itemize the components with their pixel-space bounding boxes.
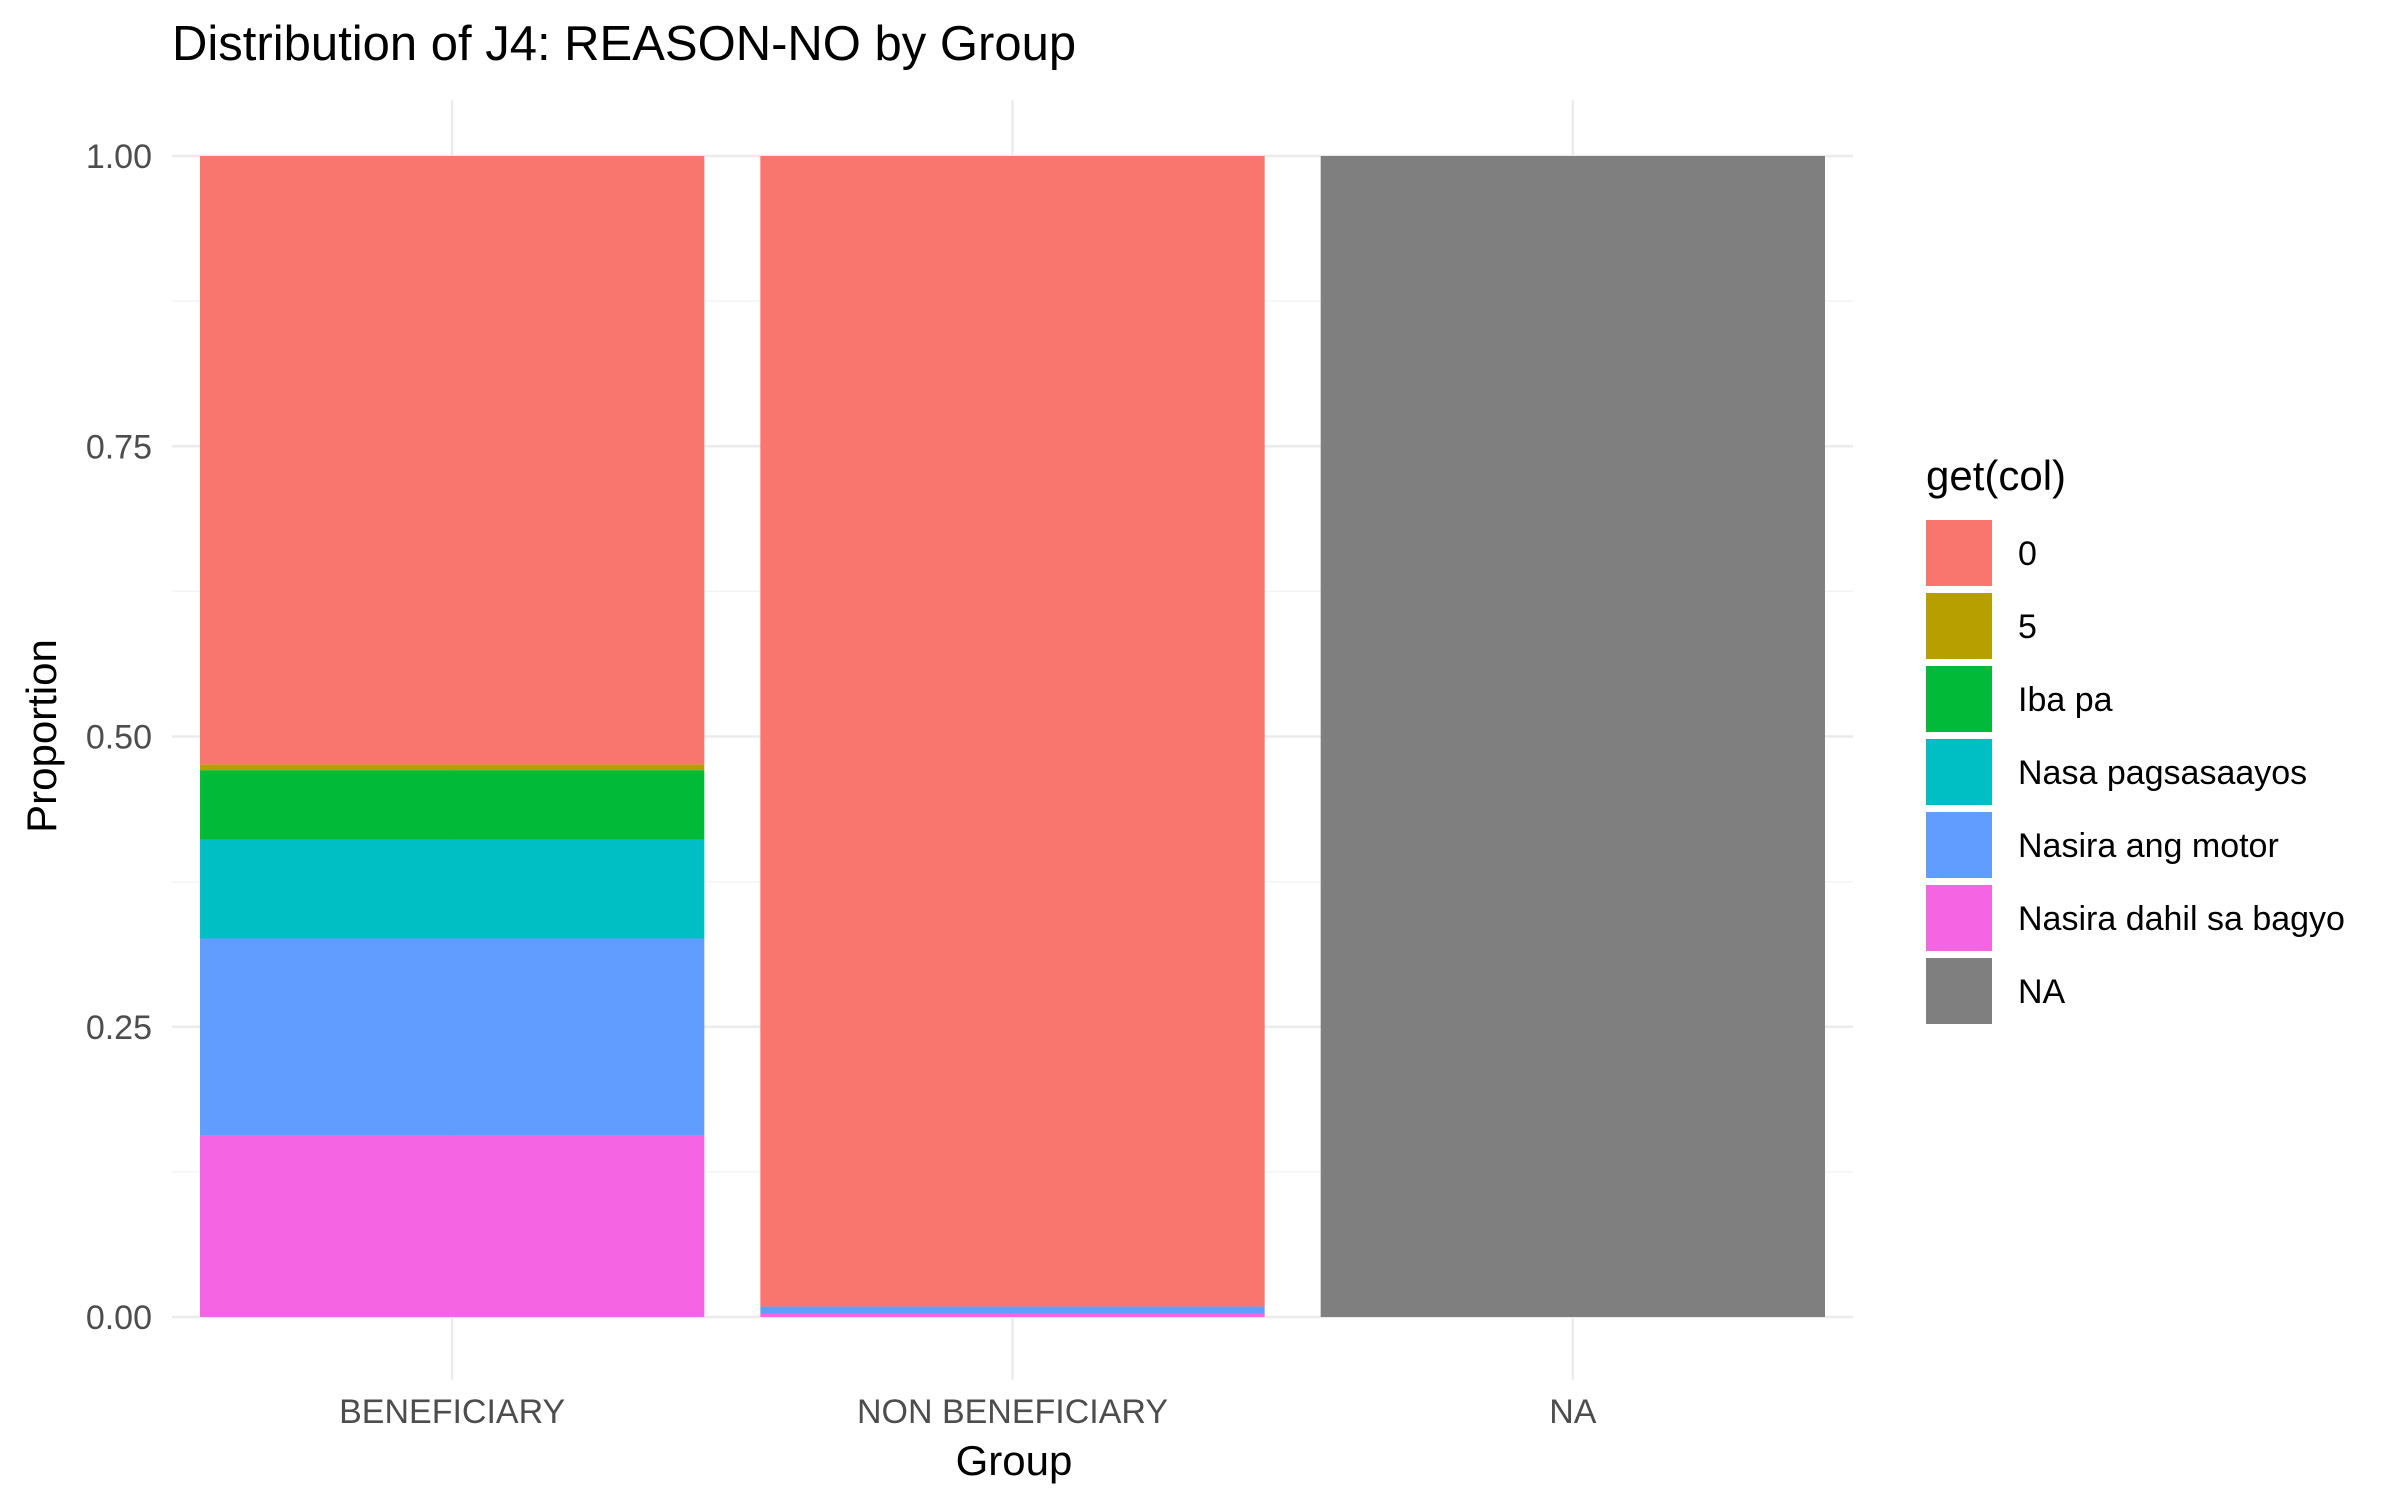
bar-segment [200, 156, 705, 765]
x-tick-label: NA [1549, 1393, 1597, 1431]
legend-label: NA [2018, 973, 2066, 1011]
legend-items: 0 5 Iba pa Nasa pagsasaayos Nasira ang motor… [1926, 520, 2345, 1024]
x-axis-ticks: BENEFICIARY NON BENEFICIARY NA [339, 1393, 1597, 1431]
bar-segment [200, 1135, 705, 1317]
bar-segment [760, 156, 1265, 1307]
y-tick-label: 0.75 [86, 428, 152, 466]
x-tick-label: BENEFICIARY [339, 1393, 565, 1431]
bar-segment [760, 1306, 1265, 1314]
chart-title: Distribution of J4: REASON-NO by Group [172, 17, 1076, 71]
y-axis-ticks: 0.00 0.25 0.50 0.75 1.00 [86, 138, 152, 1337]
x-axis-title: Group [956, 1437, 1073, 1484]
y-tick-label: 0.00 [86, 1299, 152, 1337]
legend-label: Nasira ang motor [2018, 827, 2279, 865]
legend-label: 0 [2018, 535, 2037, 573]
legend-key [1926, 885, 1992, 951]
y-axis-title: Proportion [18, 639, 65, 833]
x-tick-label: NON BENEFICIARY [857, 1393, 1168, 1431]
y-tick-label: 1.00 [86, 138, 152, 176]
bar-segment [200, 938, 705, 1136]
legend-key [1926, 520, 1992, 586]
legend-key [1926, 739, 1992, 805]
legend-label: 5 [2018, 608, 2037, 646]
bar-segment [200, 770, 705, 840]
legend-key [1926, 958, 1992, 1024]
y-tick-label: 0.25 [86, 1009, 152, 1047]
legend: get(col) 0 5 Iba pa Nasa pagsasaayos Nasira … [1926, 452, 2345, 1024]
legend-label: Iba pa [2018, 681, 2113, 719]
legend-label: Nasira dahil sa bagyo [2018, 900, 2345, 938]
y-tick-label: 0.50 [86, 719, 152, 757]
bar-segment [760, 1313, 1265, 1317]
legend-key [1926, 812, 1992, 878]
bar-segment [1320, 156, 1825, 1317]
legend-label: Nasa pagsasaayos [2018, 754, 2307, 792]
legend-title: get(col) [1926, 452, 2066, 499]
bar-segment [200, 764, 705, 771]
bars [200, 156, 1825, 1317]
legend-key [1926, 593, 1992, 659]
bar-segment [200, 839, 705, 939]
legend-key [1926, 666, 1992, 732]
